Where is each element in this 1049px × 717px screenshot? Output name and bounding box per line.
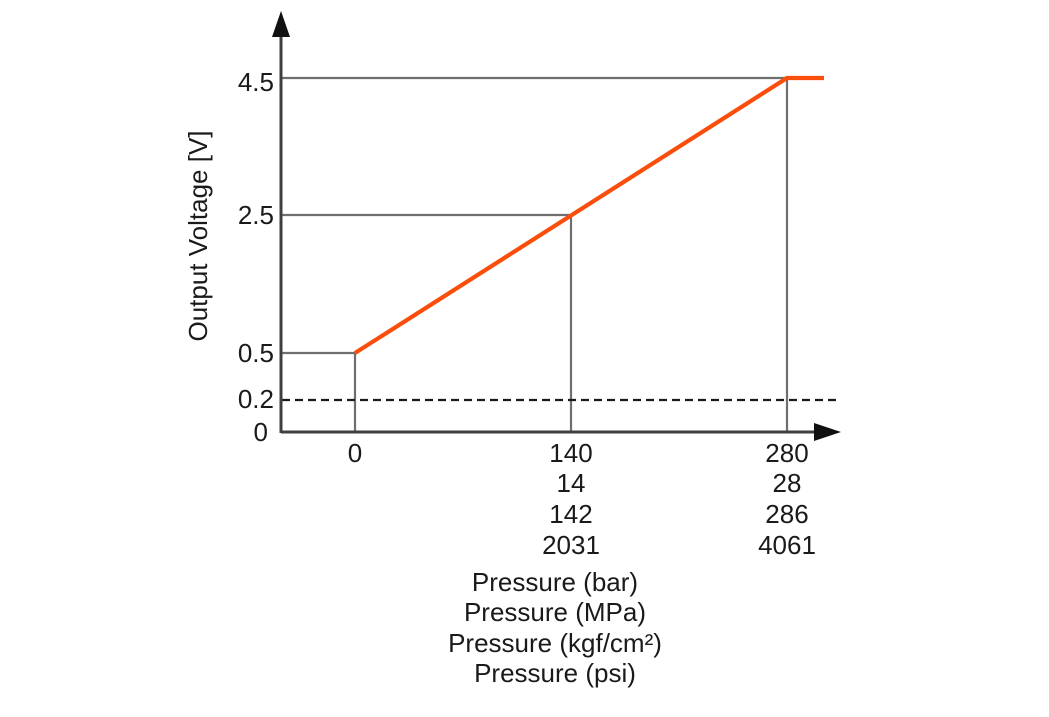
x-axis-label-kgfcm2: Pressure (kgf/cm²)	[448, 628, 662, 658]
x-tick-bar-280: 280	[765, 438, 808, 468]
x-tick-psi-2031: 2031	[542, 530, 600, 560]
y-tick-0v5: 0.5	[238, 338, 274, 368]
x-tick-psi-4061: 4061	[758, 530, 816, 560]
y-axis-arrowhead-icon	[272, 11, 290, 37]
x-tick-mpa-28: 28	[773, 468, 802, 498]
x-axis-label-mpa: Pressure (MPa)	[464, 597, 646, 627]
y-tick-0: 0	[254, 417, 268, 447]
x-tick-kgf-142: 142	[549, 499, 592, 529]
y-tick-4v5: 4.5	[238, 67, 274, 97]
x-axis-label-bar: Pressure (bar)	[472, 567, 638, 597]
x-tick-mpa-14: 14	[557, 468, 586, 498]
x-tick-bar-140: 140	[549, 438, 592, 468]
x-tick-kgf-286: 286	[765, 499, 808, 529]
x-axis-label-psi: Pressure (psi)	[474, 658, 636, 688]
x-tick-bar-0: 0	[348, 438, 362, 468]
y-axis-label: Output Voltage [V]	[183, 130, 213, 341]
x-axis-arrowhead-icon	[814, 423, 841, 441]
y-tick-0v2: 0.2	[238, 384, 274, 414]
y-tick-2v5: 2.5	[238, 200, 274, 230]
series-line-output-voltage	[353, 75, 824, 355]
